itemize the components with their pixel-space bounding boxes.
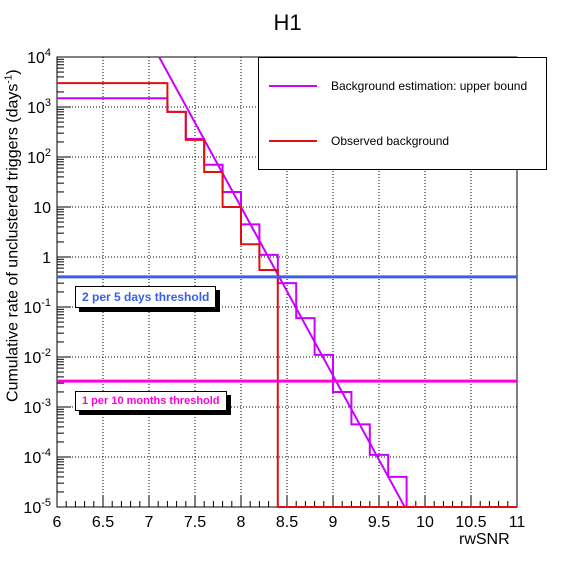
series-step-observed-background: [57, 82, 517, 508]
y-tick-label: 10-1: [23, 297, 51, 317]
legend-entry-observed: Observed background: [269, 133, 449, 149]
y-tick-label: 103: [27, 97, 51, 117]
y-tick-label: 10: [33, 200, 51, 217]
y-tick-label: 10-3: [23, 397, 51, 417]
x-tick-label: 9: [329, 514, 338, 531]
x-tick-label: 10.5: [455, 514, 486, 531]
series-fit-background-estimation-upper-bound-fit: [158, 56, 406, 508]
x-tick-label: 7.5: [184, 514, 206, 531]
x-tick-label: 10: [416, 514, 434, 531]
y-tick-label: 102: [27, 147, 51, 167]
y-tick-label: 10-4: [23, 447, 51, 467]
y-tick-label: 10-5: [23, 497, 51, 517]
x-tick-label: 6.5: [92, 514, 114, 531]
x-tick-label: 11: [509, 514, 526, 531]
y-axis-label: Cumulative rate of unclustered triggers …: [3, 69, 22, 402]
legend: Background estimation: upper bound Obser…: [258, 57, 547, 170]
threshold-label-ten-months: 1 per 10 months threshold: [75, 391, 227, 411]
y-tick-label: 104: [27, 47, 51, 67]
legend-label-background: Background estimation: upper bound: [331, 79, 528, 93]
x-tick-label: 8.5: [276, 514, 298, 531]
x-axis-label: rwSNR: [459, 531, 510, 548]
x-tick-label: 7: [145, 514, 154, 531]
legend-swatch-background: [269, 85, 317, 87]
legend-swatch-observed: [269, 140, 317, 142]
y-tick-label: 10-2: [23, 347, 51, 367]
chart-title: H1: [273, 10, 302, 35]
x-tick-label: 6: [53, 514, 62, 531]
y-tick-label: 1: [42, 250, 51, 267]
threshold-label-five-days: 2 per 5 days threshold: [75, 286, 217, 308]
legend-entry-background: Background estimation: upper bound: [269, 78, 527, 94]
x-tick-label: 8: [237, 514, 246, 531]
legend-label-observed: Observed background: [331, 134, 450, 148]
x-tick-label: 9.5: [368, 514, 390, 531]
